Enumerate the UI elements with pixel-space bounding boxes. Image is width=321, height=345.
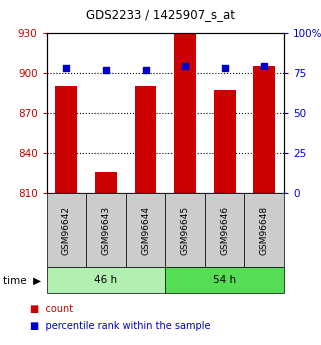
Text: GSM96646: GSM96646	[220, 206, 229, 255]
Bar	[174, 33, 196, 193]
Text: 46 h: 46 h	[94, 275, 117, 285]
Text: GSM96642: GSM96642	[62, 206, 71, 255]
Point	[262, 64, 267, 69]
Text: GDS2233 / 1425907_s_at: GDS2233 / 1425907_s_at	[86, 8, 235, 21]
Bar	[56, 86, 77, 193]
Text: GSM96644: GSM96644	[141, 206, 150, 255]
Point	[64, 65, 69, 71]
Bar	[214, 90, 236, 193]
Text: ■  percentile rank within the sample: ■ percentile rank within the sample	[30, 321, 211, 331]
Point	[103, 67, 108, 72]
Point	[183, 64, 188, 69]
Text: GSM96643: GSM96643	[101, 206, 110, 255]
Text: GSM96648: GSM96648	[260, 206, 269, 255]
Text: time  ▶: time ▶	[3, 275, 41, 285]
Bar	[253, 66, 275, 193]
Bar	[95, 172, 117, 193]
Text: 54 h: 54 h	[213, 275, 236, 285]
Text: GSM96645: GSM96645	[181, 206, 190, 255]
Point	[143, 67, 148, 72]
Point	[222, 65, 227, 71]
Bar	[134, 86, 156, 193]
Text: ■  count: ■ count	[30, 304, 74, 314]
